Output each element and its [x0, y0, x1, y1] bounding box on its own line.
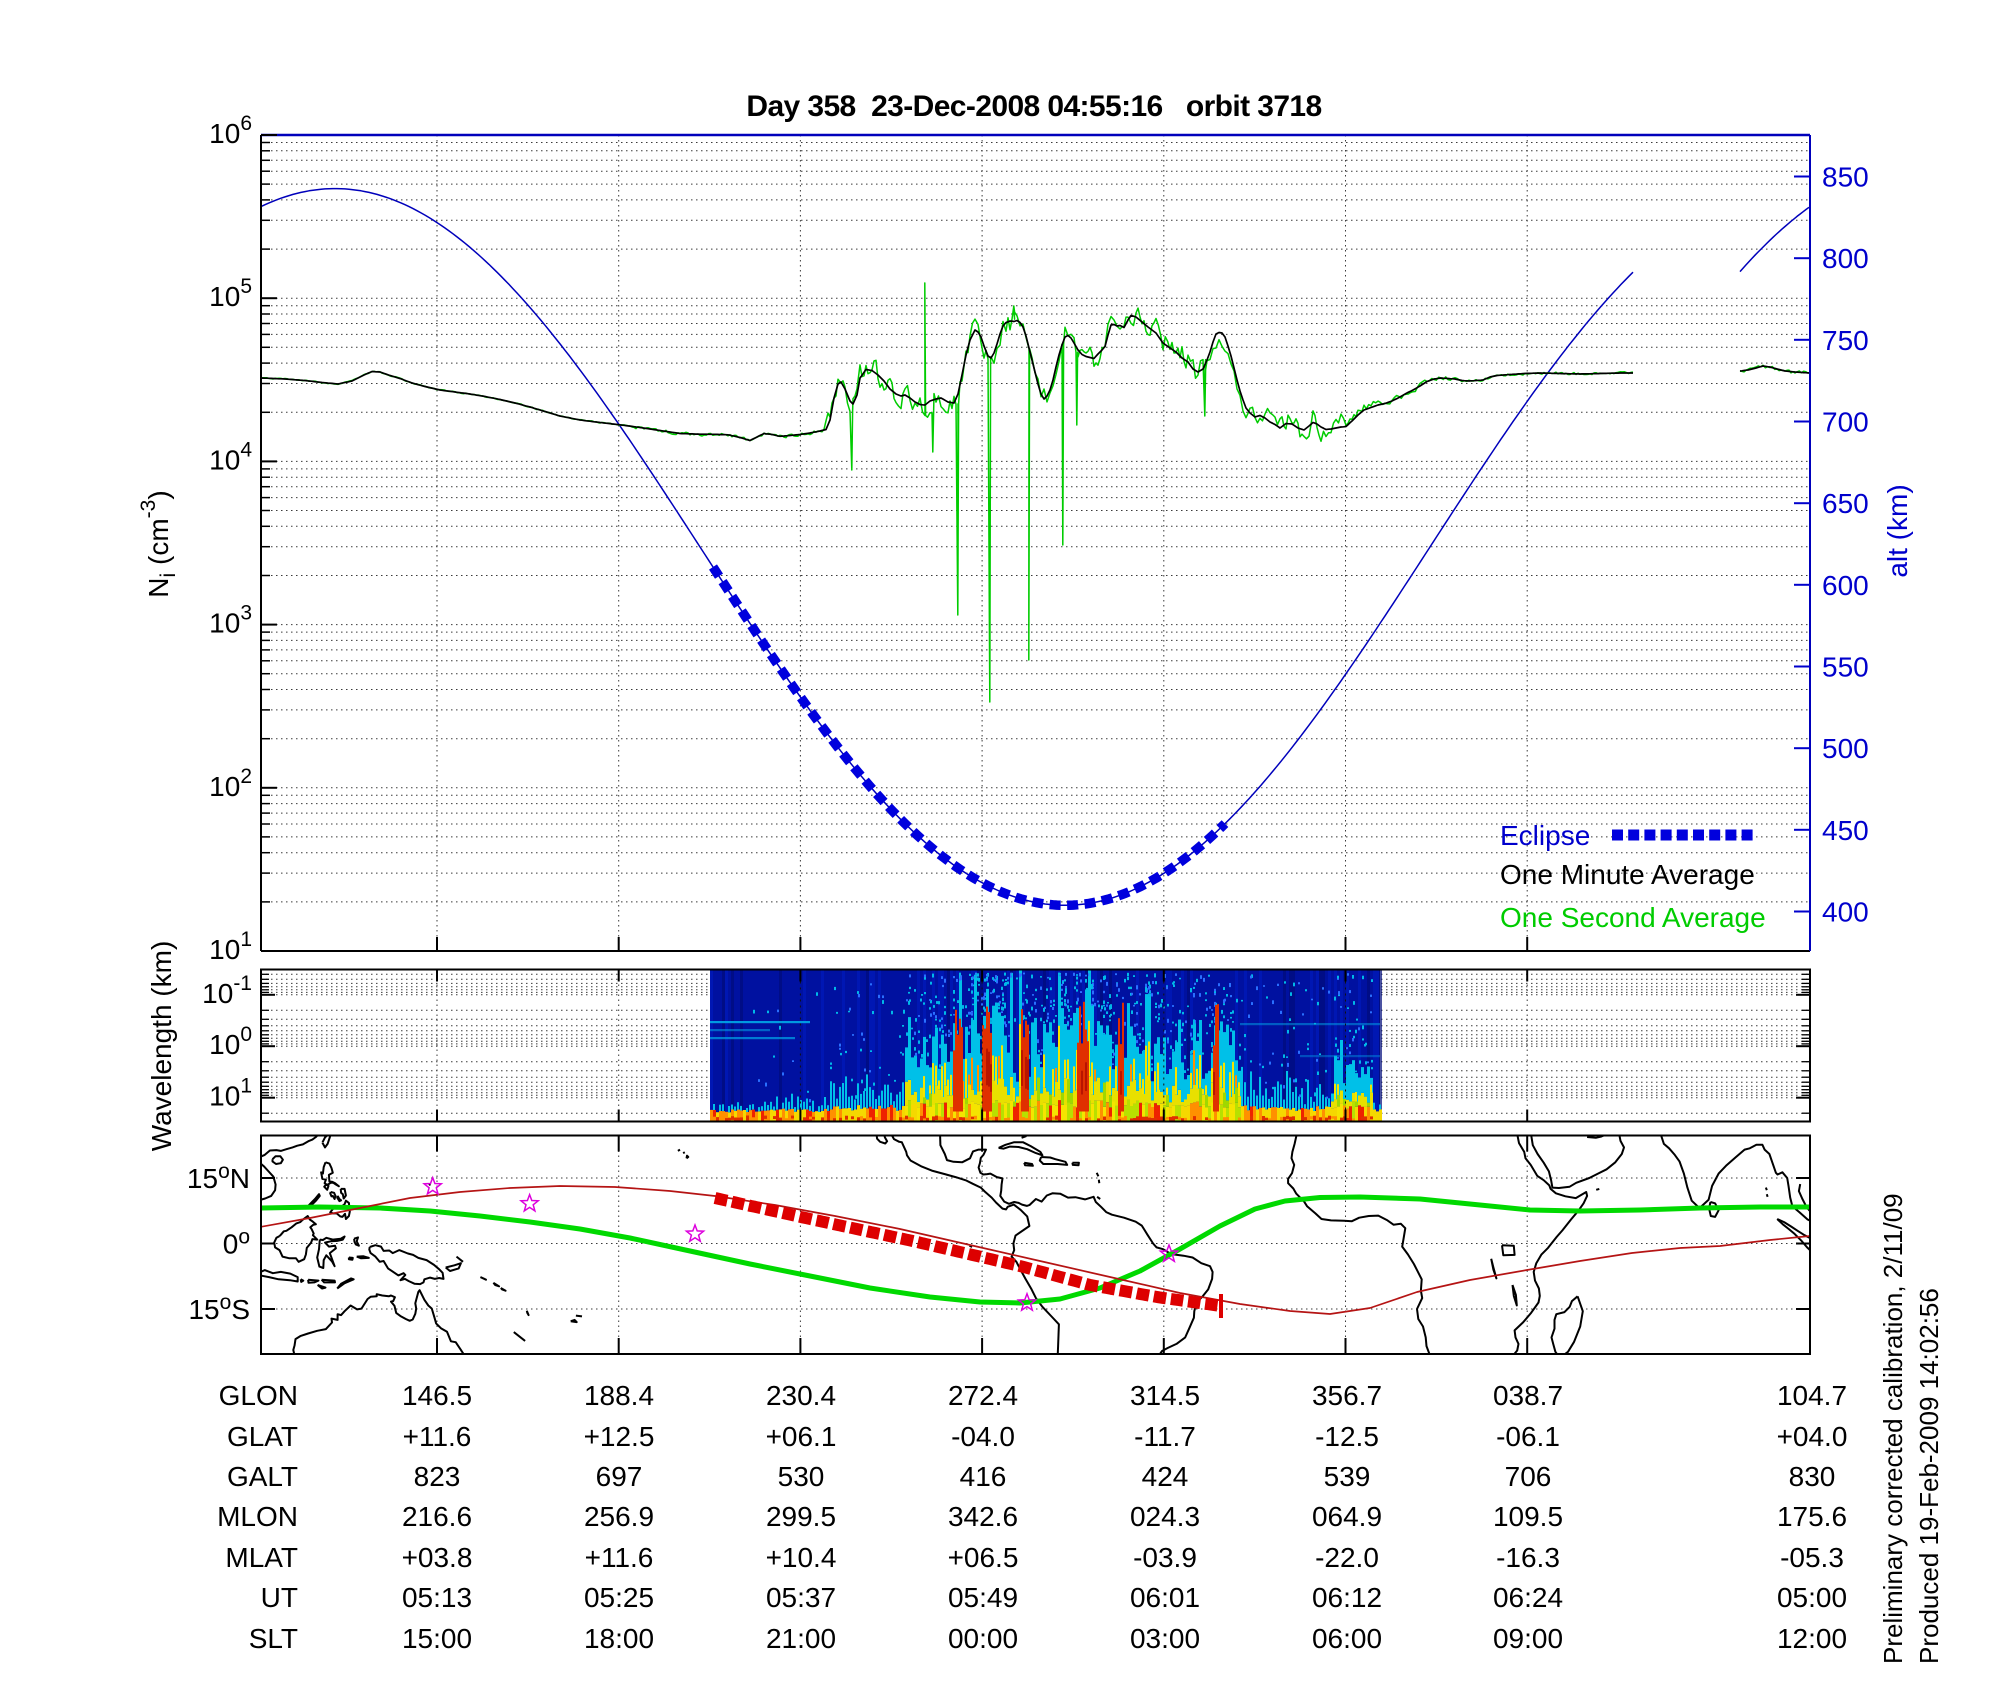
svg-text:530: 530 [778, 1461, 825, 1492]
svg-text:05:25: 05:25 [584, 1582, 654, 1613]
svg-text:00:00: 00:00 [948, 1623, 1018, 1654]
svg-text:05:37: 05:37 [766, 1582, 836, 1613]
svg-text:-03.9: -03.9 [1133, 1542, 1197, 1573]
svg-text:GALT: GALT [227, 1461, 298, 1492]
svg-text:+11.6: +11.6 [585, 1542, 654, 1573]
svg-text:06:12: 06:12 [1312, 1582, 1382, 1613]
svg-text:GLAT: GLAT [227, 1421, 298, 1452]
svg-text:550: 550 [1822, 652, 1869, 683]
svg-text:650: 650 [1822, 488, 1869, 519]
svg-text:SLT: SLT [249, 1623, 298, 1654]
svg-text:Day 358 23-Dec-2008 04:55:16: Day 358 23-Dec-2008 04:55:16 orbit 3718 [746, 90, 1321, 123]
svg-text:600: 600 [1822, 570, 1869, 601]
svg-text:06:00: 06:00 [1312, 1623, 1382, 1654]
svg-text:09:00: 09:00 [1493, 1623, 1563, 1654]
svg-text:188.4: 188.4 [584, 1380, 654, 1411]
svg-text:450: 450 [1822, 815, 1869, 846]
svg-text:104: 104 [209, 438, 252, 475]
svg-text:823: 823 [414, 1461, 461, 1492]
svg-text:256.9: 256.9 [584, 1501, 654, 1532]
svg-text:+03.8: +03.8 [402, 1542, 473, 1573]
svg-text:539: 539 [1324, 1461, 1371, 1492]
svg-text:-06.1: -06.1 [1496, 1421, 1560, 1452]
svg-text:-04.0: -04.0 [951, 1421, 1015, 1452]
svg-text:15oS: 15oS [188, 1291, 250, 1325]
svg-text:-12.5: -12.5 [1315, 1421, 1379, 1452]
svg-text:+11.6: +11.6 [403, 1421, 472, 1452]
svg-text:05:13: 05:13 [402, 1582, 472, 1613]
svg-text:342.6: 342.6 [948, 1501, 1018, 1532]
svg-text:500: 500 [1822, 733, 1869, 764]
svg-text:850: 850 [1822, 162, 1869, 193]
svg-text:800: 800 [1822, 243, 1869, 274]
svg-text:Eclipse: Eclipse [1500, 820, 1590, 851]
svg-text:Produced 19-Feb-2009 14:02:56: Produced 19-Feb-2009 14:02:56 [1914, 1288, 1944, 1664]
svg-text:15:00: 15:00 [402, 1623, 472, 1654]
svg-text:+12.5: +12.5 [584, 1421, 655, 1452]
svg-text:05:49: 05:49 [948, 1582, 1018, 1613]
svg-text:750: 750 [1822, 325, 1869, 356]
svg-text:+06.1: +06.1 [766, 1421, 837, 1452]
svg-text:216.6: 216.6 [402, 1501, 472, 1532]
svg-text:+04.0: +04.0 [1777, 1421, 1848, 1452]
svg-text:05:00: 05:00 [1777, 1582, 1847, 1613]
svg-text:830: 830 [1789, 1461, 1836, 1492]
svg-text:UT: UT [261, 1582, 298, 1613]
svg-text:Wavelength (km): Wavelength (km) [146, 941, 177, 1152]
svg-text:706: 706 [1505, 1461, 1552, 1492]
svg-text:21:00: 21:00 [766, 1623, 836, 1654]
svg-text:314.5: 314.5 [1130, 1380, 1200, 1411]
svg-text:+06.5: +06.5 [948, 1542, 1019, 1573]
svg-text:230.4: 230.4 [766, 1380, 836, 1411]
svg-text:One Minute Average: One Minute Average [1500, 859, 1755, 890]
svg-text:024.3: 024.3 [1130, 1501, 1200, 1532]
svg-text:697: 697 [596, 1461, 643, 1492]
svg-text:06:24: 06:24 [1493, 1582, 1563, 1613]
svg-text:-16.3: -16.3 [1496, 1542, 1560, 1573]
svg-text:299.5: 299.5 [766, 1501, 836, 1532]
svg-text:GLON: GLON [219, 1380, 298, 1411]
svg-text:MLAT: MLAT [225, 1542, 298, 1573]
svg-text:146.5: 146.5 [402, 1380, 472, 1411]
svg-text:038.7: 038.7 [1493, 1380, 1563, 1411]
svg-text:12:00: 12:00 [1777, 1623, 1847, 1654]
svg-text:175.6: 175.6 [1777, 1501, 1847, 1532]
svg-text:064.9: 064.9 [1312, 1501, 1382, 1532]
svg-text:06:01: 06:01 [1130, 1582, 1200, 1613]
svg-text:356.7: 356.7 [1312, 1380, 1382, 1411]
svg-text:109.5: 109.5 [1493, 1501, 1563, 1532]
svg-text:700: 700 [1822, 407, 1869, 438]
svg-text:-05.3: -05.3 [1780, 1542, 1844, 1573]
svg-text:One Second Average: One Second Average [1500, 902, 1766, 933]
svg-text:424: 424 [1142, 1461, 1189, 1492]
svg-text:-22.0: -22.0 [1315, 1542, 1379, 1573]
svg-text:03:00: 03:00 [1130, 1623, 1200, 1654]
svg-text:400: 400 [1822, 897, 1869, 928]
svg-text:+10.4: +10.4 [766, 1542, 837, 1573]
svg-text:18:00: 18:00 [584, 1623, 654, 1654]
svg-text:alt (km): alt (km) [1882, 484, 1913, 577]
svg-text:416: 416 [960, 1461, 1007, 1492]
svg-text:272.4: 272.4 [948, 1380, 1018, 1411]
svg-text:MLON: MLON [217, 1501, 298, 1532]
svg-text:104.7: 104.7 [1777, 1380, 1847, 1411]
svg-text:Preliminary corrected calibrat: Preliminary corrected calibration, 2/11/… [1878, 1193, 1908, 1664]
svg-text:-11.7: -11.7 [1134, 1421, 1196, 1452]
